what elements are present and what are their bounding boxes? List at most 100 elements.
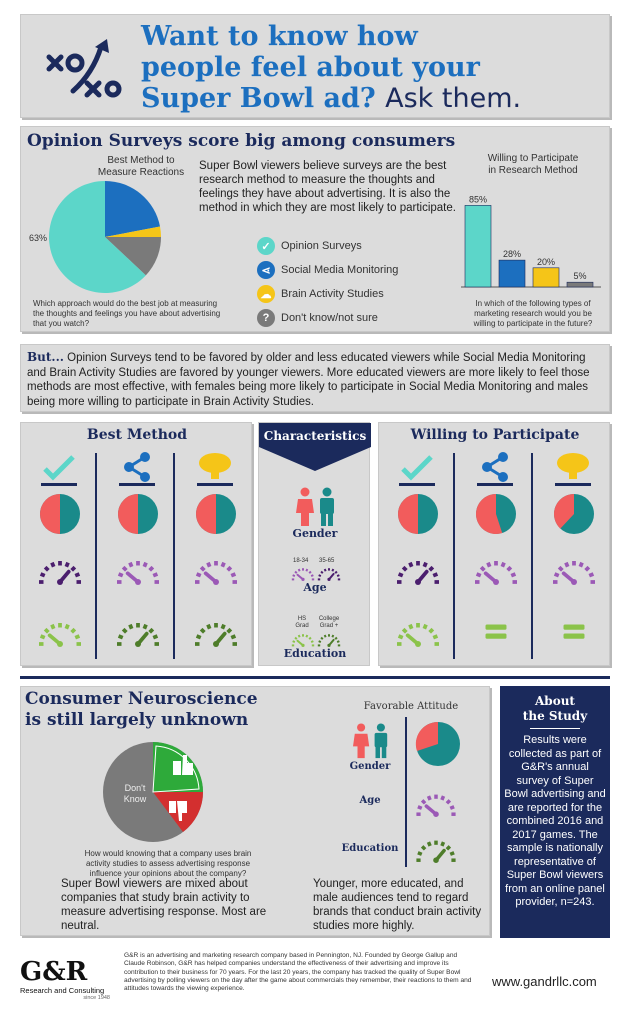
edu-hs-gauge-icon (291, 631, 315, 647)
about-text: Results were collected as part of G&R's … (504, 734, 606, 908)
share-icon (117, 451, 157, 487)
age-gauge-icon (395, 555, 441, 585)
share-icon: ⋖ (257, 261, 275, 279)
gender-split-pie-icon (39, 493, 81, 535)
age-gauge-icon (193, 555, 239, 585)
footer-text: G&R is an advertising and marketing rese… (124, 952, 472, 993)
opinion-body: Super Bowl viewers believe surveys are t… (199, 160, 456, 214)
logo-since: since 1948 (83, 995, 110, 1001)
check-icon: ✓ (257, 237, 275, 255)
pie-data-label: 63% (29, 233, 47, 243)
best-method-title-1: Best Method to (107, 155, 175, 166)
characteristics-heading: Characteristics (263, 429, 367, 443)
education-label: Education (283, 647, 347, 660)
check-icon (397, 451, 437, 487)
bar-social-media-monitoring (498, 259, 526, 288)
header-line-2: people feel about your (141, 52, 480, 83)
but-panel: But... Opinion Surveys tend to be favore… (20, 344, 610, 412)
equal-icon (551, 617, 597, 647)
best-method-pie-chart: 63% (27, 175, 167, 299)
bar-data-label: 28% (503, 249, 521, 259)
age-gauge-icon (551, 555, 597, 585)
divider (173, 453, 175, 659)
opinion-title: Opinion Surveys score big among consumer… (27, 131, 456, 151)
thumbs-up-icon (173, 755, 193, 775)
bar-don-t-know-not-sure (566, 281, 594, 288)
education-gauge-icon (193, 617, 239, 647)
logo-subtitle: Research and Consulting (20, 986, 105, 995)
neuro-right-text: Younger, more educated, and male audienc… (313, 878, 482, 932)
legend-item: ⋖ Social Media Monitoring (257, 261, 398, 279)
age-gauge-icon (115, 555, 161, 585)
willing-bar-chart: 85% 28% 20% 5% (461, 177, 601, 293)
favorable-title: Favorable Attitude (363, 701, 459, 712)
edu-college-label-2: Grad + (319, 623, 339, 629)
divider (405, 717, 407, 867)
header-line-3-suffix: Ask them. (385, 83, 522, 114)
edu-college-label-1: College (318, 616, 340, 622)
pie-slice-opinion-surveys (49, 181, 146, 293)
about-title-1: About (535, 694, 575, 708)
willing-chart-title-1: Willing to Participate (487, 153, 579, 164)
neuro-age-gauge-icon (415, 789, 457, 817)
neuro-panel: Consumer Neuroscience is still largely u… (20, 686, 490, 936)
legend-item: ☁ Brain Activity Studies (257, 285, 384, 303)
gender-split-pie-icon (397, 493, 439, 535)
neuro-pie-label: Don't Know (115, 783, 155, 805)
footer-logo: G&R Research and Consulting since 1948 (20, 958, 110, 1001)
legend-item: ? Don't know/not sure (257, 309, 378, 327)
gender-split-pie-icon (117, 493, 159, 535)
willing-heading: Willing to Participate (410, 427, 580, 443)
gender-figures-icon (294, 487, 338, 527)
neuro-education-label: Education (341, 843, 399, 854)
edu-college-label: College Grad + (313, 616, 345, 630)
legend-item: ✓ Opinion Surveys (257, 237, 362, 255)
section-divider (20, 676, 610, 679)
neuro-title-1: Consumer Neuroscience (25, 689, 258, 709)
header-line-3: Super Bowl ad? Ask them. (141, 83, 601, 114)
legend-label: Brain Activity Studies (281, 288, 384, 300)
share-icon (475, 451, 515, 487)
neuro-title: Consumer Neuroscience is still largely u… (25, 689, 258, 731)
neuro-question: How would knowing that a company uses br… (84, 849, 252, 878)
brain-icon: ☁ (257, 285, 275, 303)
best-method-heading: Best Method (86, 427, 188, 443)
but-text: But... Opinion Surveys tend to be favore… (27, 350, 603, 409)
bar-data-label: 85% (469, 194, 487, 204)
question-icon: ? (257, 309, 275, 327)
gender-split-pie-icon (195, 493, 237, 535)
education-gauge-icon (395, 617, 441, 647)
football-play-icon (43, 33, 123, 103)
age-gauge-icon (37, 555, 83, 585)
bar-brain-activity-studies (532, 267, 560, 288)
willing-question: In which of the following types of marke… (473, 299, 593, 328)
opinion-panel: Opinion Surveys score big among consumer… (20, 126, 610, 332)
age-old-gauge-icon (317, 565, 341, 581)
legend-label: Opinion Surveys (281, 240, 362, 252)
neuro-title-2: is still largely unknown (25, 710, 249, 730)
willing-chart-title-2: in Research Method (488, 165, 578, 176)
about-rule (530, 728, 580, 729)
willing-grid-panel: Willing to Participate (378, 422, 610, 666)
divider (531, 453, 533, 659)
age-young-label: 18-34 (293, 558, 309, 564)
legend-label: Social Media Monitoring (281, 264, 399, 276)
check-icon (39, 451, 79, 487)
gender-split-pie-icon (475, 493, 517, 535)
gender-split-pie-icon (553, 493, 595, 535)
header-panel: Want to know how people feel about your … (20, 14, 610, 118)
logo-text: G&R (20, 957, 88, 987)
header-headline: Want to know how people feel about your … (141, 21, 601, 114)
education-gauge-icon (115, 617, 161, 647)
legend-label: Don't know/not sure (281, 312, 378, 324)
about-panel: About the Study Results were collected a… (500, 686, 610, 938)
bar-data-label: 20% (537, 257, 555, 267)
pie-slice-brain-activity-studies (105, 226, 161, 237)
edu-college-gauge-icon (317, 631, 341, 647)
pie-slice-don-t-know-not-sure (105, 237, 161, 276)
characteristics-panel: Characteristics Gender 18-34 35-65 Age H… (258, 422, 371, 666)
neuro-education-gauge-icon (415, 835, 457, 863)
website-link[interactable]: www.gandrllc.com (492, 974, 597, 989)
best-method-title-2: Measure Reactions (97, 167, 185, 178)
gender-label: Gender (292, 527, 338, 540)
